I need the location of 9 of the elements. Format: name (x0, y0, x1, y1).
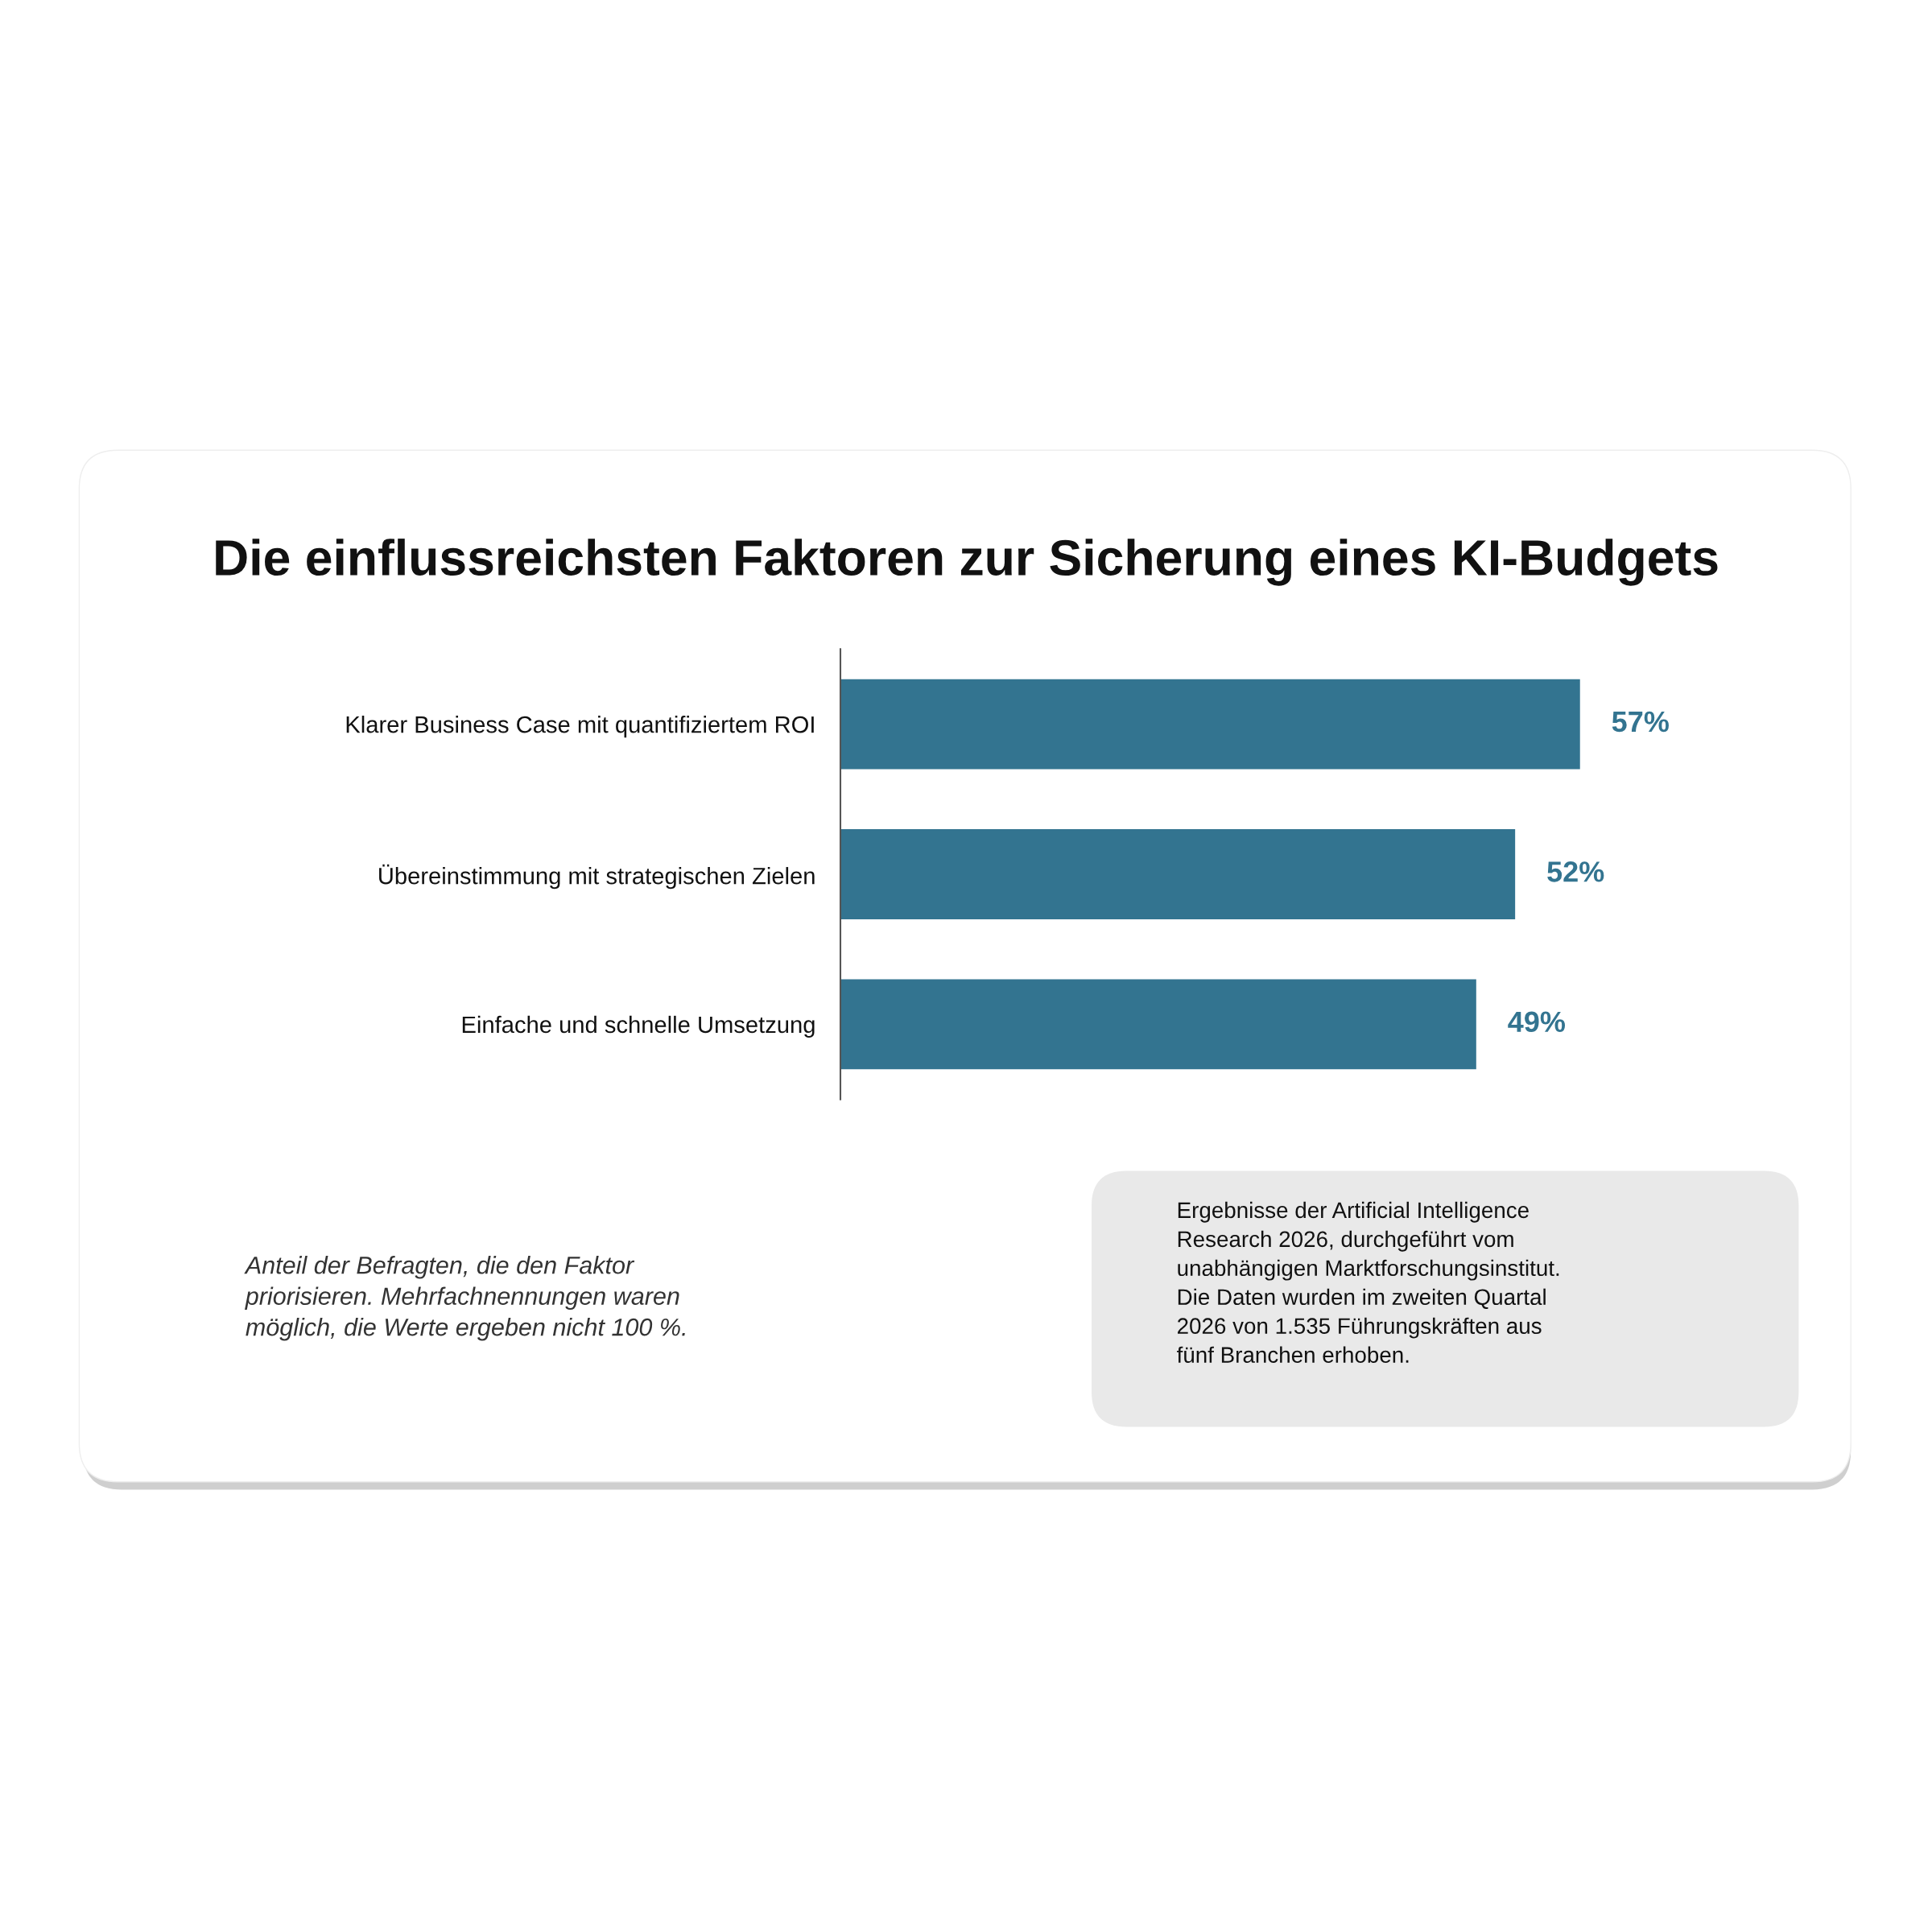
chart-title: Die einflussreichsten Faktoren zur Sicherung eines KI-Budgets (216, 539, 1718, 586)
data-label: 49% (1508, 1011, 1566, 1033)
data-label: 52% (1547, 861, 1604, 882)
text: Ergebnisse der Artificial Intelligence Research 2026, durchgeführt vom unabhängigen Marktforschungsinstitut. Die Daten wurden im zweiten Quartal 2026 von 1.535 Führungskräften aus fünf Branchen erhoben. (1177, 1201, 1559, 1363)
y-tick-label: Einfache und schnelle Umsetzung (462, 1015, 815, 1038)
data-label: 57% (1612, 711, 1669, 733)
text: Anteil der Befragten, die den Faktor priorisieren. Mehrfachnennungen waren möglich, die Werte ergeben nicht 100 %. (244, 1256, 685, 1341)
y-tick-label: Übereinstimmung mit strategischen Zielen (379, 864, 815, 890)
y-tick-label: Klarer Business Case mit quantifiziertem ROI (346, 716, 814, 738)
